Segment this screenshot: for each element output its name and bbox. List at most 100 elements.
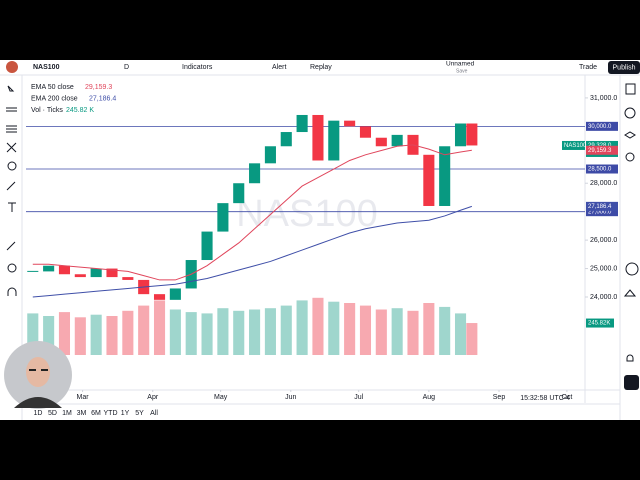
candle: [423, 154, 435, 206]
candle: [153, 294, 166, 300]
ideas[interactable]: [625, 262, 639, 276]
volume-bar: [217, 308, 229, 355]
volume-bar: [106, 316, 118, 355]
app: [0, 60, 640, 420]
alert-button[interactable]: Alert: [272, 64, 286, 71]
tool-measure[interactable]: [7, 161, 17, 171]
candle: [466, 123, 478, 146]
volume-bar: [439, 306, 451, 355]
range-button[interactable]: 3M: [77, 410, 87, 417]
publish-bg[interactable]: [608, 61, 640, 74]
apps[interactable]: [624, 375, 639, 390]
volume-bar: [391, 308, 403, 355]
volume-bar: [280, 305, 292, 355]
volume-bar: [122, 310, 134, 355]
calendar[interactable]: [625, 152, 635, 162]
candle: [312, 114, 324, 161]
indicators-button[interactable]: Indicators: [182, 64, 213, 71]
tool-fib[interactable]: [6, 125, 17, 133]
legend-name: EMA 50 close: [31, 84, 74, 91]
range-button[interactable]: 1D: [34, 410, 43, 417]
notifications[interactable]: [626, 354, 634, 362]
price-tag: 27,186.4: [588, 204, 612, 210]
tool-cursor[interactable]: [7, 85, 15, 92]
candle: [249, 163, 261, 184]
candle: [344, 120, 356, 127]
volume-bar: [233, 310, 245, 355]
tool-magnet[interactable]: [7, 287, 17, 296]
price-tag: 29,159.3: [588, 148, 612, 154]
hline-tag: 30,000.0: [588, 124, 612, 130]
tool-text[interactable]: [8, 202, 16, 212]
volume-bar: [359, 305, 372, 355]
webcam: [4, 341, 72, 409]
tool-zoom[interactable]: [7, 263, 17, 273]
hline-tag-bg: [586, 121, 618, 131]
x-tick-label: Oct: [561, 394, 572, 401]
volume-bar: [249, 309, 261, 355]
range-button[interactable]: 1Y: [121, 410, 130, 417]
layout-name[interactable]: Unnamed: [446, 61, 475, 68]
y-tick-label: 26,000.0: [590, 237, 617, 244]
candle: [375, 137, 387, 147]
clock: 15:32:58 UTC-4: [520, 395, 570, 402]
x-tick-label: Sep: [493, 394, 506, 401]
candle: [201, 231, 213, 261]
x-tick-label: Mar: [77, 394, 90, 401]
y-tick-label: 24,000.0: [590, 294, 617, 301]
interval[interactable]: D: [124, 64, 129, 71]
candle: [359, 126, 372, 138]
candle: [233, 183, 245, 204]
legend-name: Vol · Ticks: [31, 107, 63, 114]
candle: [391, 134, 403, 147]
volume-tag: 245.82K: [588, 321, 610, 327]
layers[interactable]: [624, 131, 636, 139]
y-tick-label: 28,000.0: [590, 180, 617, 187]
x-tick-label: Jul: [354, 394, 363, 401]
range-button[interactable]: YTD: [104, 410, 118, 417]
streams[interactable]: [623, 289, 637, 297]
candle: [454, 123, 467, 147]
range-button[interactable]: 5Y: [135, 410, 144, 417]
volume-bar: [375, 309, 387, 355]
candle: [43, 265, 55, 272]
tool-brush[interactable]: [6, 181, 16, 191]
y-tick-label: 31,000.0: [590, 95, 617, 102]
volume-bar: [90, 314, 102, 355]
candle: [217, 203, 229, 232]
watchlist[interactable]: [625, 83, 636, 95]
y-tick-label: 25,000.0: [590, 265, 617, 272]
range-button[interactable]: 6M: [91, 410, 101, 417]
avatar[interactable]: [6, 61, 18, 73]
replay-button[interactable]: Replay: [310, 64, 332, 71]
volume-bar: [296, 300, 308, 355]
tool-lines[interactable]: [6, 107, 17, 112]
watermark: NAS100: [236, 193, 378, 235]
price-tag-bg: [586, 201, 618, 211]
volume-bar: [454, 313, 467, 355]
volume-bar: [169, 309, 181, 355]
price-tag-bg: [586, 145, 618, 155]
ema-line: [32, 144, 472, 281]
volume-bar: [466, 323, 478, 355]
volume-bar: [312, 297, 324, 355]
chart: 31,000.0 28,000.0 26,000.0 25,000.0 24,000.0…: [26, 95, 618, 401]
range-button[interactable]: All: [150, 410, 158, 417]
tool-ruler[interactable]: [6, 241, 16, 251]
tool-pattern[interactable]: [6, 142, 17, 153]
candle: [169, 288, 181, 300]
publish-button[interactable]: Publish: [613, 64, 636, 71]
candle: [74, 274, 86, 278]
hline-tag: 27,000.0: [588, 209, 612, 215]
symbol[interactable]: NAS100: [33, 64, 60, 71]
volume-bar: [344, 303, 356, 355]
range-button[interactable]: 5D: [48, 410, 57, 417]
volume-bar: [138, 305, 150, 355]
trade-button[interactable]: Trade: [579, 64, 597, 71]
alerts[interactable]: [624, 107, 636, 119]
range-button[interactable]: 1M: [62, 410, 72, 417]
legend-name: EMA 200 close: [31, 95, 78, 102]
candle: [439, 146, 451, 206]
